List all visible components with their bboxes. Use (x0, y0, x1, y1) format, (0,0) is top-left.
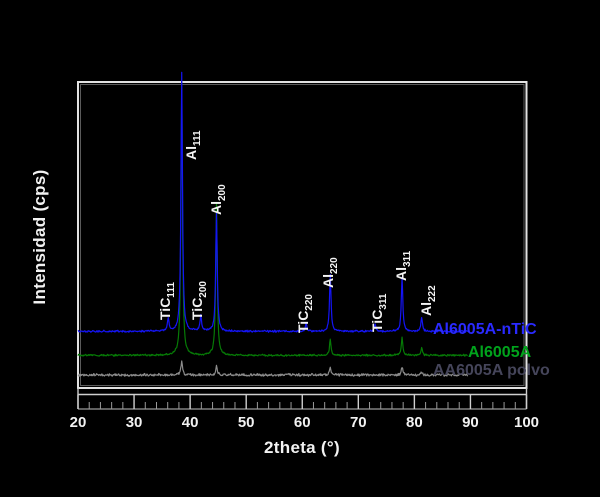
x-tick-label: 70 (350, 414, 367, 431)
peak-label-TiC-220: TiC220 (295, 294, 315, 333)
peak-label-Al-111: Al111 (183, 130, 203, 160)
peak-label-Al-311: Al311 (393, 250, 413, 281)
x-tick-label: 40 (182, 414, 199, 431)
peak-label-TiC-111: TiC111 (157, 282, 177, 320)
x-tick-label: 30 (126, 414, 143, 431)
y-axis-title: Intensidad (cps) (30, 169, 49, 305)
trace-Al6005A (77, 82, 468, 357)
legend-label-Al6005A-nTiC: Al6005A-nTiC (433, 321, 537, 338)
peak-label-TiC-311: TiC311 (369, 293, 389, 332)
x-tick-label: 20 (70, 414, 87, 431)
x-tick-label: 90 (462, 414, 479, 431)
x-tick-label: 50 (238, 414, 255, 431)
x-tick-label: 100 (514, 414, 539, 431)
legend-label-AA6005A-polvo: AA6005A polvo (433, 362, 550, 379)
peak-label-Al-200: Al200 (208, 184, 228, 215)
trace-Al6005A-nTiC (77, 71, 469, 333)
peak-label-Al-220: Al220 (320, 257, 340, 288)
x-tick-label: 80 (406, 414, 423, 431)
peak-label-TiC-200: TiC200 (189, 281, 209, 320)
x-tick-label: 60 (294, 414, 311, 431)
plot-frame (77, 81, 528, 389)
trace-AA6005A-polvo (77, 360, 469, 377)
x-axis-title: 2theta (°) (264, 438, 340, 457)
peak-label-Al-222: Al222 (418, 285, 438, 316)
legend-label-Al6005A: Al6005A (468, 344, 532, 361)
plot-frame-inner (80, 84, 525, 386)
